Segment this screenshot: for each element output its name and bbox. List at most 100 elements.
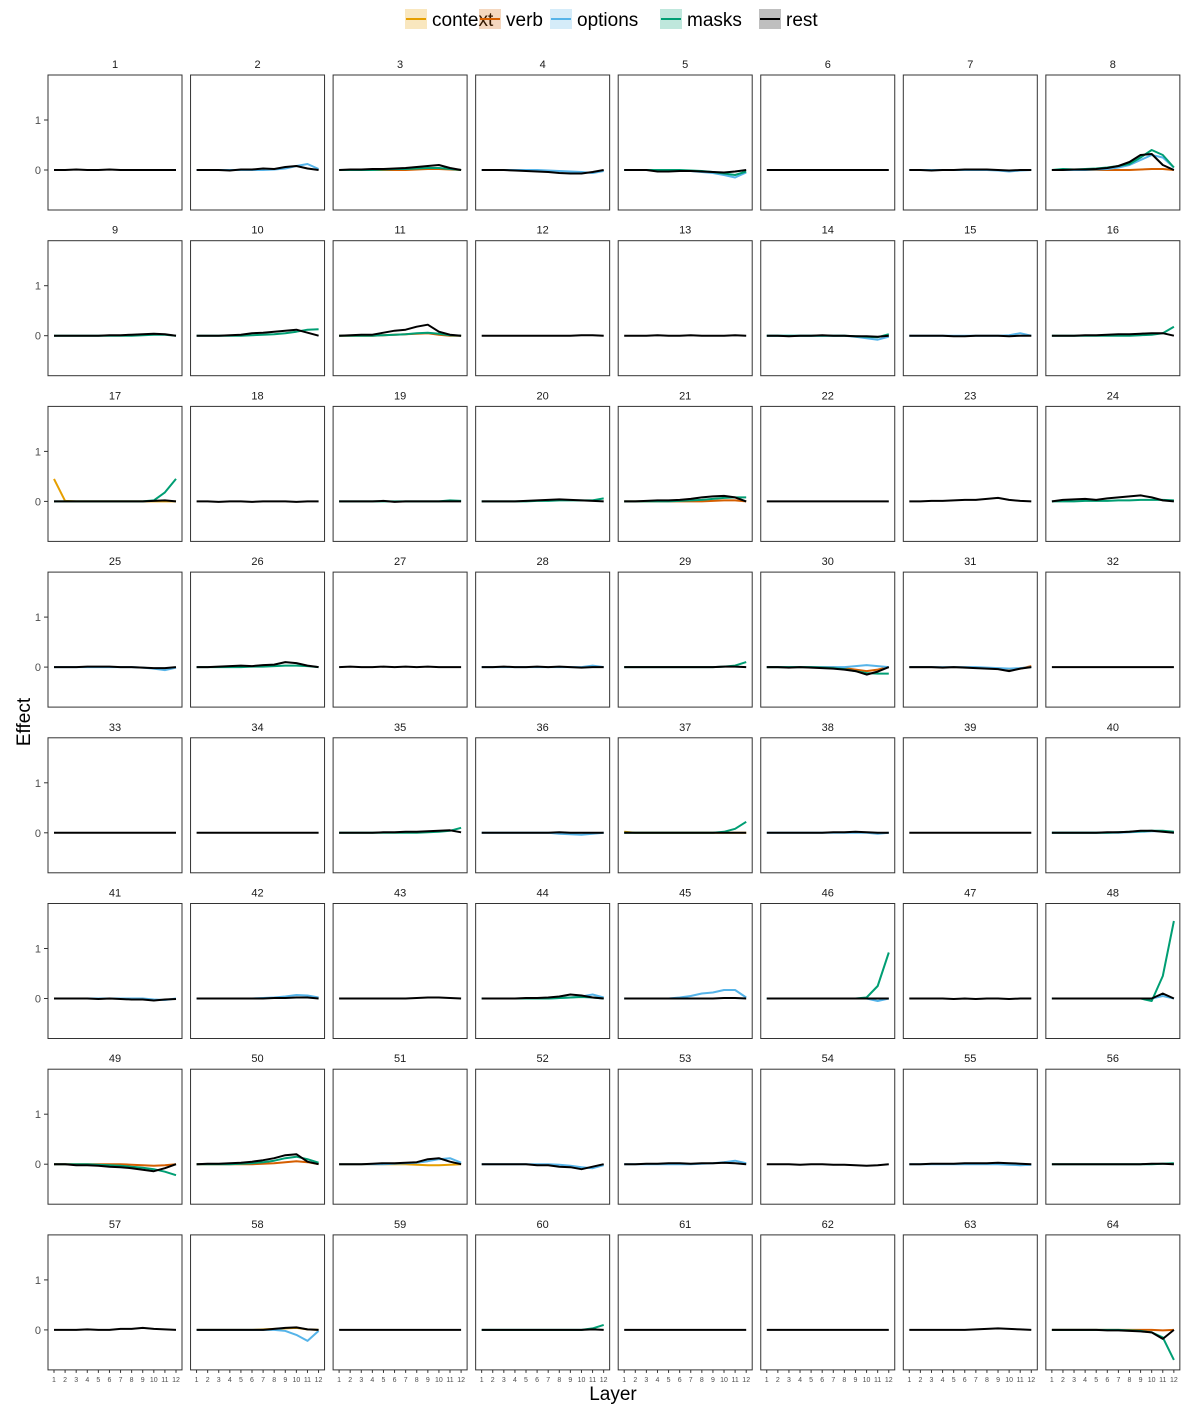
panel-title: 50	[251, 1053, 263, 1065]
y-axis-label: Effect	[14, 697, 35, 746]
panel-title: 23	[964, 390, 976, 402]
panel-62: 621 2 3 4 5 6 7 8 9 10 11 12	[760, 1219, 896, 1384]
panel-frame	[760, 1234, 896, 1371]
panel-title: 41	[109, 888, 121, 900]
x-tick-label: 12	[742, 1377, 750, 1384]
panel-title: 61	[679, 1219, 691, 1231]
x-tick-label: 9	[996, 1377, 1000, 1384]
panel-frame	[902, 74, 1038, 211]
x-tick-label: 12	[457, 1377, 465, 1384]
panel-frame	[475, 903, 611, 1039]
panel-frame	[332, 240, 468, 377]
y-tick-label: 0	[35, 828, 41, 840]
x-tick-label: 6	[963, 1377, 967, 1384]
series-line-rest	[481, 1328, 604, 1331]
panel-frame	[1045, 240, 1181, 377]
panel-29: 29	[617, 556, 753, 708]
series-line-rest	[54, 332, 177, 337]
panel-28: 28	[475, 556, 611, 708]
panel-frame	[617, 737, 753, 874]
panel-frame	[902, 737, 1038, 874]
legend: context verb options masks rest	[405, 9, 818, 31]
x-tick-label: 5	[239, 1377, 243, 1384]
panel-63: 631 2 3 4 5 6 7 8 9 10 11 12	[902, 1219, 1038, 1384]
panel-title: 44	[537, 888, 549, 900]
panel-frame	[332, 74, 468, 211]
x-tick-label: 10	[150, 1377, 158, 1384]
panel-title: 36	[537, 722, 549, 734]
panel-title: 60	[537, 1219, 549, 1231]
series-line-rest	[54, 997, 177, 1002]
series-line-rest	[766, 830, 889, 834]
panel-24: 24	[1045, 390, 1181, 542]
panel-19: 19	[332, 390, 468, 542]
series-line-rest	[481, 665, 604, 669]
panel-title: 19	[394, 390, 406, 402]
panel-title: 10	[251, 225, 263, 237]
x-tick-label: 3	[930, 1377, 934, 1384]
x-tick-label: 11	[161, 1377, 168, 1384]
x-tick-label: 12	[885, 1377, 893, 1384]
panel-59: 591 2 3 4 5 6 7 8 9 10 11 12	[332, 1219, 468, 1384]
x-tick-label: 11	[589, 1377, 596, 1384]
series-line-rest	[1051, 332, 1175, 337]
panel-title: 64	[1107, 1219, 1119, 1231]
panel-35: 35	[332, 722, 468, 874]
panel-title: 37	[679, 722, 691, 734]
panel-frame	[902, 571, 1038, 708]
x-tick-label: 4	[941, 1377, 945, 1384]
series-line-rest	[909, 997, 1032, 1000]
panel-7: 7	[902, 59, 1038, 211]
panel-50: 50	[190, 1053, 326, 1205]
panel-26: 26	[190, 556, 326, 708]
series-line-rest	[909, 1327, 1032, 1331]
legend-item-context: context	[405, 9, 494, 31]
x-tick-label: 11	[1159, 1377, 1166, 1384]
panel-60: 601 2 3 4 5 6 7 8 9 10 11 12	[475, 1219, 611, 1384]
series-line-rest	[624, 997, 747, 1000]
panel-frame	[47, 571, 183, 708]
x-tick-label: 9	[854, 1377, 858, 1384]
panel-33: 33 0 1	[35, 722, 183, 874]
panel-title: 51	[394, 1053, 406, 1065]
y-tick-label: 1	[35, 115, 41, 127]
x-tick-label: 8	[842, 1377, 846, 1384]
x-tick-label: 2	[633, 1377, 637, 1384]
panel-frame	[475, 405, 611, 542]
panel-frame	[760, 240, 896, 377]
x-tick-label: 3	[787, 1377, 791, 1384]
panel-frame	[1045, 737, 1181, 874]
x-tick-label: 9	[141, 1377, 145, 1384]
x-tick-label: 5	[952, 1377, 956, 1384]
panel-frame	[760, 74, 896, 211]
x-tick-label: 9	[426, 1377, 430, 1384]
panel-3: 3	[332, 59, 468, 211]
panel-title: 53	[679, 1053, 691, 1065]
x-tick-label: 3	[359, 1377, 363, 1384]
series-line-rest	[54, 1326, 177, 1331]
series-line-rest	[339, 499, 462, 503]
panel-53: 53	[617, 1053, 753, 1205]
panel-32: 32	[1045, 556, 1181, 708]
panel-frame	[617, 1068, 753, 1205]
panel-title: 33	[109, 722, 121, 734]
panel-title: 63	[964, 1219, 976, 1231]
x-tick-label: 7	[689, 1377, 693, 1384]
panel-title: 8	[1110, 59, 1116, 71]
y-tick-label: 1	[35, 944, 41, 956]
x-tick-label: 2	[63, 1377, 67, 1384]
x-tick-label: 1	[52, 1377, 56, 1384]
x-tick-label: 1	[1050, 1377, 1054, 1384]
series-line-rest	[1051, 992, 1175, 1000]
panel-61: 611 2 3 4 5 6 7 8 9 10 11 12	[617, 1219, 753, 1384]
series-line-rest	[909, 1161, 1032, 1166]
panel-31: 31	[902, 556, 1038, 708]
y-tick-label: 1	[35, 446, 41, 458]
x-tick-label: 6	[535, 1377, 539, 1384]
panel-title: 42	[251, 888, 263, 900]
y-tick-label: 0	[35, 662, 41, 674]
panel-11: 11	[332, 225, 468, 377]
legend-label-masks: masks	[687, 10, 742, 31]
series-line-rest	[196, 996, 319, 1000]
